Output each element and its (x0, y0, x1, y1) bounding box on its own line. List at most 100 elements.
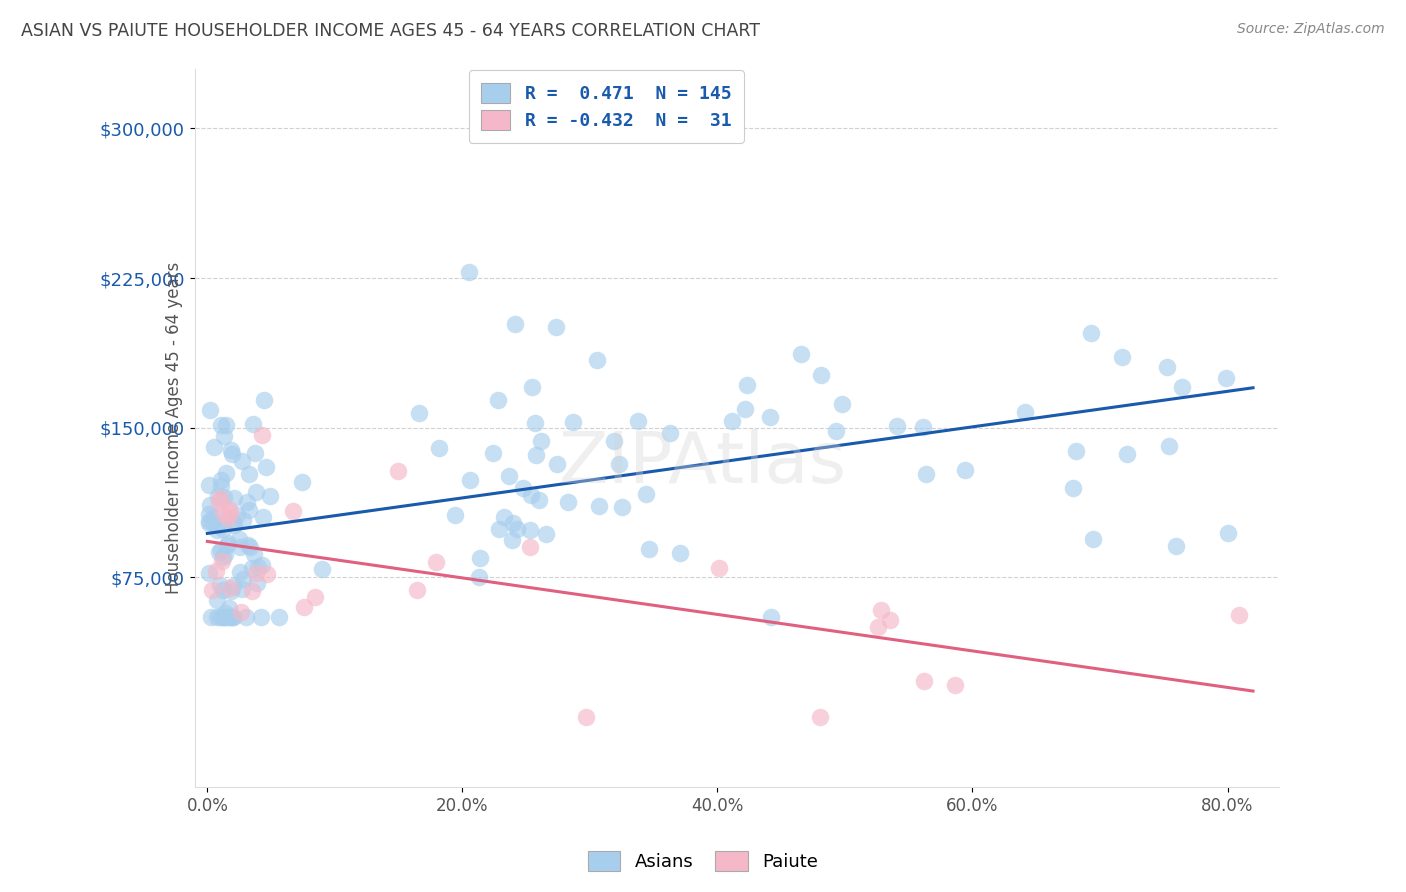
Point (468, 570, 491, 584)
Point (1218, 526, 1240, 541)
Point (290, 475, 312, 490)
Point (209, 610, 232, 624)
Point (205, 610, 228, 624)
Point (638, 541, 661, 556)
Point (229, 540, 252, 554)
Point (226, 508, 249, 523)
Point (1083, 532, 1105, 546)
Point (211, 506, 233, 520)
Legend: Asians, Paiute: Asians, Paiute (581, 844, 825, 879)
Text: ASIAN VS PAIUTE HOUSEHOLDER INCOME AGES 45 - 64 YEARS CORRELATION CHART: ASIAN VS PAIUTE HOUSEHOLDER INCOME AGES … (21, 22, 761, 40)
Point (198, 402, 221, 417)
Point (912, 673, 935, 688)
Point (501, 533, 523, 547)
Point (219, 610, 242, 624)
Point (250, 558, 273, 573)
Point (512, 481, 534, 495)
Point (239, 540, 262, 554)
Point (759, 409, 782, 424)
Point (886, 419, 908, 434)
Point (790, 347, 813, 361)
Point (246, 576, 269, 591)
Point (603, 434, 626, 448)
Point (222, 579, 245, 593)
Point (1156, 359, 1178, 374)
Point (530, 434, 553, 448)
Point (219, 442, 242, 457)
Point (810, 368, 832, 383)
Point (235, 610, 257, 624)
Point (202, 510, 225, 524)
Point (486, 392, 509, 407)
Point (408, 406, 430, 420)
Point (238, 503, 260, 517)
Point (915, 467, 938, 482)
Point (200, 498, 222, 512)
Point (387, 464, 409, 478)
Point (406, 583, 429, 598)
Point (222, 515, 245, 529)
Point (668, 546, 690, 560)
Point (1080, 326, 1102, 340)
Point (218, 581, 240, 595)
Point (219, 610, 242, 624)
Point (1066, 444, 1088, 458)
Point (522, 380, 544, 394)
Point (870, 603, 893, 617)
Point (311, 562, 333, 576)
Point (721, 414, 744, 428)
Point (198, 516, 221, 530)
Point (212, 582, 235, 597)
Point (243, 547, 266, 561)
Point (201, 515, 224, 529)
Point (607, 457, 630, 471)
Point (1164, 539, 1187, 553)
Point (209, 473, 232, 487)
Point (211, 554, 233, 568)
Point (219, 506, 242, 520)
Point (214, 547, 236, 561)
Point (943, 678, 966, 692)
Point (200, 610, 222, 624)
Point (1215, 370, 1237, 384)
Point (634, 487, 657, 501)
Point (458, 265, 481, 279)
Point (1111, 350, 1133, 364)
Point (502, 516, 524, 531)
Point (283, 504, 305, 518)
Point (503, 318, 526, 332)
Point (523, 416, 546, 430)
Point (519, 523, 541, 537)
Point (734, 401, 756, 416)
Point (557, 495, 579, 509)
Point (222, 610, 245, 624)
Point (205, 593, 228, 607)
Point (575, 710, 598, 724)
Point (250, 610, 273, 624)
Point (735, 378, 758, 392)
Point (217, 538, 239, 552)
Point (588, 499, 610, 513)
Point (218, 501, 240, 516)
Point (240, 584, 263, 599)
Point (458, 473, 481, 487)
Point (215, 417, 238, 432)
Point (205, 564, 228, 578)
Point (561, 415, 583, 429)
Point (488, 522, 510, 536)
Point (243, 445, 266, 459)
Point (215, 466, 238, 480)
Point (207, 516, 229, 531)
Point (201, 582, 224, 597)
Point (221, 583, 243, 598)
Point (238, 538, 260, 552)
Point (208, 578, 231, 592)
Point (259, 489, 281, 503)
Point (831, 397, 853, 411)
Point (707, 561, 730, 575)
Point (212, 610, 235, 624)
Point (207, 524, 229, 538)
Point (253, 393, 276, 408)
Point (444, 508, 467, 522)
Point (481, 446, 503, 460)
